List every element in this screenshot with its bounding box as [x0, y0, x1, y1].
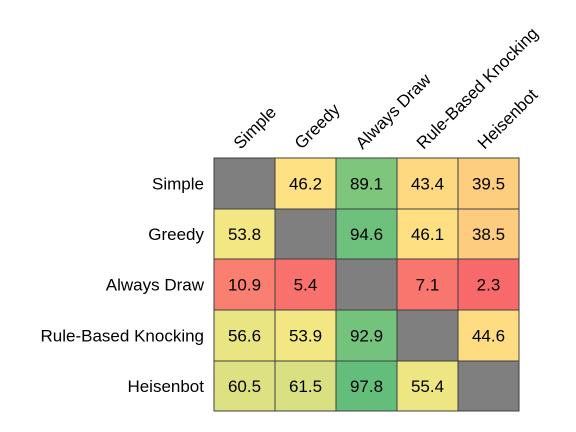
- cell-value-label: 43.4: [411, 175, 444, 194]
- row-label: Simple: [152, 175, 204, 194]
- cell-value-label: 7.1: [416, 276, 440, 295]
- cell-value-label: 53.9: [289, 327, 322, 346]
- heatmap-cells: 46.2 89.1 43.4 39.5 53.8 94.6 46.1 38.5 10.9 5.4 7…: [213, 157, 520, 412]
- heatmap-cell: [335, 208, 398, 260]
- heatmap-cell: [457, 208, 520, 260]
- heatmap-cell: [457, 157, 520, 210]
- cell-value-label: 94.6: [350, 225, 383, 244]
- heatmap-cell: [457, 309, 520, 362]
- cell-value-label: 39.5: [472, 175, 505, 194]
- cell-value-label: 61.5: [289, 377, 322, 396]
- column-label: Heisenbot: [474, 85, 542, 153]
- column-label: Simple: [230, 103, 280, 153]
- cell-value-label: 5.4: [294, 276, 318, 295]
- cell-value-label: 38.5: [472, 225, 505, 244]
- heatmap-cell: [274, 208, 337, 260]
- column-label: Greedy: [291, 100, 344, 153]
- row-label: Rule-Based Knocking: [41, 327, 204, 346]
- heatmap-cell: [457, 360, 520, 412]
- row-label: Heisenbot: [127, 377, 204, 396]
- heatmap-cell: [274, 360, 337, 412]
- heatmap-cell: [396, 309, 459, 362]
- heatmap-cell: [396, 360, 459, 412]
- heatmap-cell: [274, 309, 337, 362]
- heatmap-cell: [335, 157, 398, 210]
- cell-value-label: 2.3: [477, 276, 501, 295]
- heatmap-cell: [396, 157, 459, 210]
- heatmap-cell: [274, 157, 337, 210]
- cell-value-label: 92.9: [350, 327, 383, 346]
- heatmap-cell: [335, 360, 398, 412]
- cell-value-label: 46.2: [289, 175, 322, 194]
- cell-value-label: 46.1: [411, 225, 444, 244]
- heatmap-cell: [213, 157, 276, 210]
- column-label: Rule-Based Knocking: [413, 24, 542, 153]
- row-label: Always Draw: [106, 276, 205, 295]
- heatmap-cell: [335, 258, 398, 311]
- heatmap-cell: [457, 258, 520, 311]
- row-labels: Simple Greedy Always Draw Rule-Based Knocki…: [41, 175, 205, 397]
- heatmap-cell: [274, 258, 337, 311]
- cell-value-label: 97.8: [350, 377, 383, 396]
- cell-value-label: 44.6: [472, 327, 505, 346]
- cell-value-label: 55.4: [411, 377, 444, 396]
- cell-value-label: 53.8: [228, 225, 261, 244]
- heatmap-cell: [213, 360, 276, 412]
- cell-value-label: 60.5: [228, 377, 261, 396]
- cell-value-label: 10.9: [228, 276, 261, 295]
- row-label: Greedy: [148, 225, 204, 244]
- cell-value-label: 56.6: [228, 327, 261, 346]
- cell-value-label: 89.1: [350, 175, 383, 194]
